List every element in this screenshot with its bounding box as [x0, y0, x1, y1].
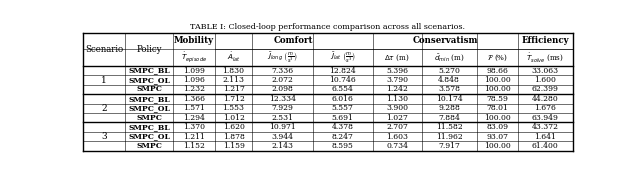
Text: Efficiency: Efficiency	[522, 36, 569, 45]
Text: 4.848: 4.848	[438, 76, 460, 84]
Text: Comfort: Comfort	[274, 36, 314, 45]
Text: 2.113: 2.113	[223, 76, 244, 84]
Text: 62.399: 62.399	[532, 86, 559, 94]
Text: 33.063: 33.063	[532, 67, 559, 75]
Text: Mobility: Mobility	[173, 36, 214, 45]
Text: 10.746: 10.746	[329, 76, 356, 84]
Text: 100.00: 100.00	[484, 142, 511, 150]
Text: 7.929: 7.929	[271, 104, 293, 112]
Text: 44.280: 44.280	[532, 95, 559, 103]
Text: 1.027: 1.027	[386, 114, 408, 122]
Text: 1.878: 1.878	[223, 133, 244, 141]
Text: 1.232: 1.232	[183, 86, 205, 94]
Text: 78.59: 78.59	[486, 95, 508, 103]
Text: 5.270: 5.270	[438, 67, 460, 75]
Text: 2.707: 2.707	[386, 123, 408, 131]
Text: 4.378: 4.378	[332, 123, 354, 131]
Text: 12.334: 12.334	[269, 95, 296, 103]
Text: 1.370: 1.370	[183, 123, 205, 131]
Text: 100.00: 100.00	[484, 86, 511, 94]
Text: $\mathcal{F}$ (%): $\mathcal{F}$ (%)	[487, 52, 508, 63]
Text: SMPC: SMPC	[136, 142, 162, 150]
Text: 1.012: 1.012	[223, 114, 244, 122]
Text: 2.072: 2.072	[271, 76, 293, 84]
Text: 78.01: 78.01	[486, 104, 508, 112]
Text: SMPC_OL: SMPC_OL	[128, 104, 170, 112]
Text: 61.400: 61.400	[532, 142, 559, 150]
Text: Conservatism: Conservatism	[412, 36, 478, 45]
Text: 1.603: 1.603	[386, 133, 408, 141]
Text: 1.676: 1.676	[534, 104, 556, 112]
Text: 11.582: 11.582	[436, 123, 463, 131]
Text: 7.884: 7.884	[438, 114, 460, 122]
Text: SMPC_BL: SMPC_BL	[128, 67, 170, 75]
Text: 1.553: 1.553	[223, 104, 244, 112]
Text: 3: 3	[102, 132, 107, 141]
Text: 6.016: 6.016	[332, 95, 353, 103]
Text: 3.900: 3.900	[386, 104, 408, 112]
Text: 1.159: 1.159	[223, 142, 244, 150]
Text: Policy: Policy	[136, 45, 162, 54]
Text: TABLE I: Closed-loop performance comparison across all scenarios.: TABLE I: Closed-loop performance compari…	[191, 23, 465, 31]
Text: 2: 2	[102, 104, 107, 113]
Text: 1.130: 1.130	[386, 95, 408, 103]
Text: 7.917: 7.917	[438, 142, 460, 150]
Text: Scenario: Scenario	[85, 45, 124, 54]
Text: 43.372: 43.372	[532, 123, 559, 131]
Text: 6.554: 6.554	[332, 86, 353, 94]
Text: 1.571: 1.571	[183, 104, 205, 112]
Text: 1.620: 1.620	[223, 123, 244, 131]
Text: 1.712: 1.712	[223, 95, 244, 103]
Text: $\dot{T}_{solve}$ (ms): $\dot{T}_{solve}$ (ms)	[526, 51, 564, 64]
Text: $\bar{J}_{lat}$ $\left(\frac{m}{s^3}\right)$: $\bar{J}_{lat}$ $\left(\frac{m}{s^3}\rig…	[330, 50, 356, 65]
Text: SMPC: SMPC	[136, 86, 162, 94]
Text: SMPC_OL: SMPC_OL	[128, 133, 170, 141]
Text: 8.247: 8.247	[332, 133, 353, 141]
Text: 3.578: 3.578	[438, 86, 460, 94]
Text: 7.336: 7.336	[271, 67, 294, 75]
Text: 1.294: 1.294	[183, 114, 205, 122]
Text: $\bar{d}_{min}$ (m): $\bar{d}_{min}$ (m)	[434, 52, 465, 63]
Text: 1.242: 1.242	[386, 86, 408, 94]
Text: $\dot{T}_{episode}$: $\dot{T}_{episode}$	[180, 50, 207, 65]
Text: 9.288: 9.288	[438, 104, 460, 112]
Text: 1.099: 1.099	[183, 67, 205, 75]
Text: SMPC_OL: SMPC_OL	[128, 76, 170, 84]
Text: 1.217: 1.217	[223, 86, 244, 94]
Text: 2.098: 2.098	[271, 86, 293, 94]
Text: 1.600: 1.600	[534, 76, 556, 84]
Text: 3.790: 3.790	[386, 76, 408, 84]
Text: 2.143: 2.143	[271, 142, 293, 150]
Text: SMPC_BL: SMPC_BL	[128, 95, 170, 103]
Text: 1: 1	[101, 76, 107, 85]
Text: SMPC: SMPC	[136, 114, 162, 122]
Text: $\dot{A}_{lat}$: $\dot{A}_{lat}$	[227, 51, 241, 64]
Text: 98.66: 98.66	[486, 67, 508, 75]
Text: 1.366: 1.366	[183, 95, 205, 103]
Text: 10.174: 10.174	[436, 95, 463, 103]
Text: 1.641: 1.641	[534, 133, 556, 141]
Text: 1.211: 1.211	[183, 133, 205, 141]
Text: 63.949: 63.949	[532, 114, 559, 122]
Text: 11.962: 11.962	[436, 133, 463, 141]
Text: 8.595: 8.595	[332, 142, 353, 150]
Text: 12.824: 12.824	[329, 67, 356, 75]
Text: $\bar{J}_{long}$ $\left(\frac{m}{s^3}\right)$: $\bar{J}_{long}$ $\left(\frac{m}{s^3}\ri…	[267, 50, 298, 65]
Text: 2.531: 2.531	[271, 114, 293, 122]
Text: 1.152: 1.152	[183, 142, 205, 150]
Text: 5.396: 5.396	[386, 67, 408, 75]
Text: 100.00: 100.00	[484, 114, 511, 122]
Text: $\Delta\tau$ (m): $\Delta\tau$ (m)	[385, 52, 410, 63]
Text: 5.557: 5.557	[332, 104, 353, 112]
Text: 5.691: 5.691	[332, 114, 353, 122]
Text: 1.096: 1.096	[183, 76, 205, 84]
Text: SMPC_BL: SMPC_BL	[128, 123, 170, 131]
Text: 1.830: 1.830	[223, 67, 244, 75]
Text: 10.971: 10.971	[269, 123, 296, 131]
Text: 83.09: 83.09	[486, 123, 508, 131]
Text: 100.00: 100.00	[484, 76, 511, 84]
Text: 93.07: 93.07	[486, 133, 508, 141]
Text: 0.734: 0.734	[386, 142, 408, 150]
Text: 3.944: 3.944	[271, 133, 293, 141]
